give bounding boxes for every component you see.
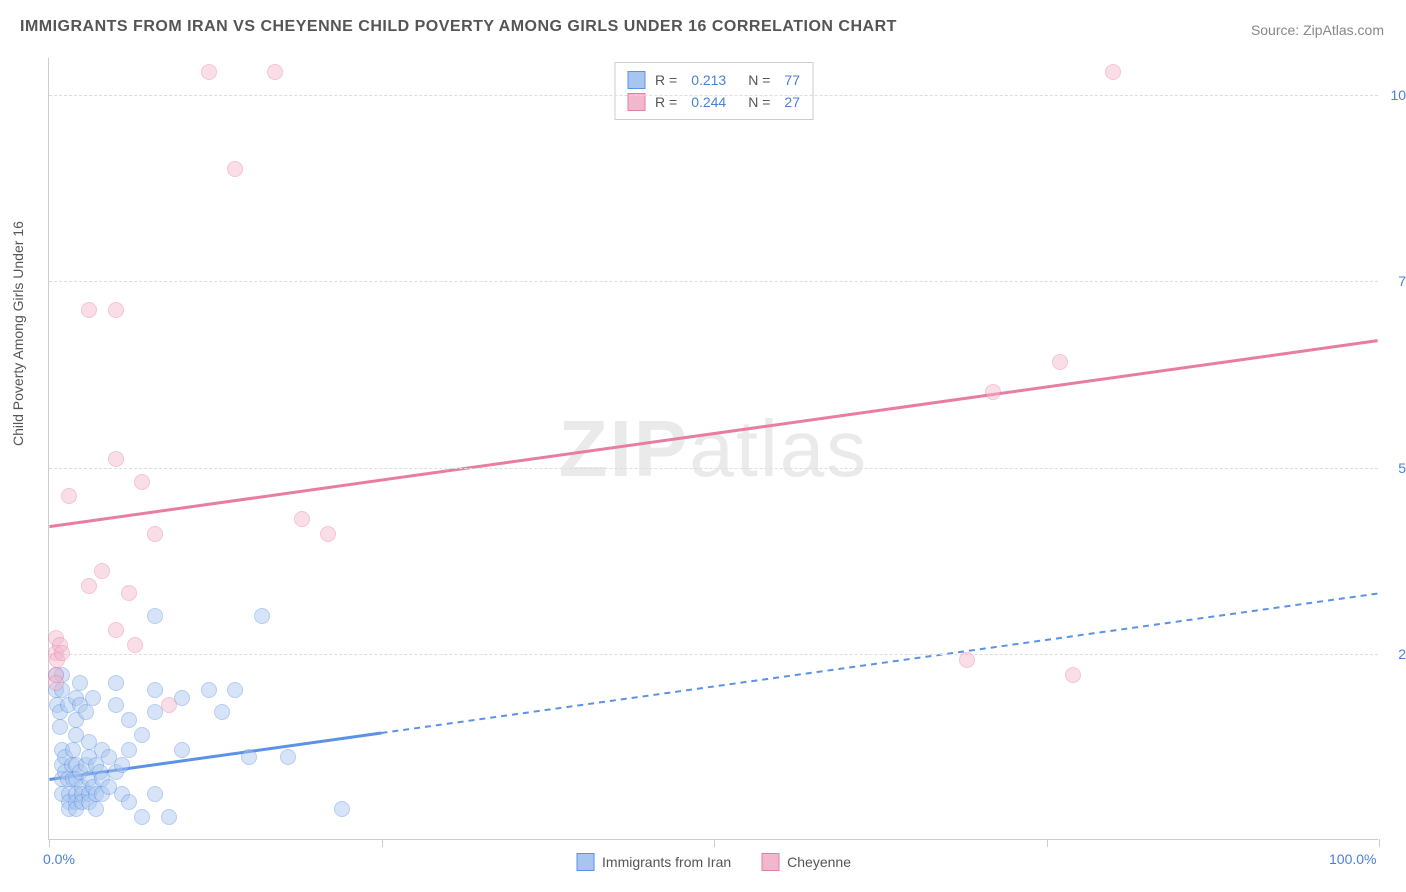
- legend-item-iran: Immigrants from Iran: [576, 853, 731, 871]
- scatter-point: [147, 786, 163, 802]
- scatter-point: [81, 578, 97, 594]
- scatter-point: [108, 451, 124, 467]
- scatter-point: [334, 801, 350, 817]
- r-label: R =: [655, 72, 677, 88]
- scatter-point: [985, 384, 1001, 400]
- scatter-point: [54, 645, 70, 661]
- scatter-point: [320, 526, 336, 542]
- scatter-point: [52, 719, 68, 735]
- plot-area: ZIPatlas R = 0.213 N = 77 R = 0.244 N = …: [48, 58, 1378, 840]
- scatter-point: [254, 608, 270, 624]
- y-tick-label: 25.0%: [1398, 646, 1406, 662]
- n-label: N =: [748, 94, 770, 110]
- scatter-point: [294, 511, 310, 527]
- scatter-point: [161, 697, 177, 713]
- n-value-1: 77: [784, 72, 800, 88]
- grid-line: [49, 468, 1378, 469]
- scatter-point: [1052, 354, 1068, 370]
- x-tick: [714, 839, 715, 847]
- legend-swatch-blue: [627, 71, 645, 89]
- scatter-point: [108, 697, 124, 713]
- x-tick-label: 100.0%: [1329, 851, 1376, 867]
- scatter-point: [267, 64, 283, 80]
- grid-line: [49, 95, 1378, 96]
- scatter-point: [108, 622, 124, 638]
- scatter-point: [147, 608, 163, 624]
- x-tick: [382, 839, 383, 847]
- scatter-point: [1105, 64, 1121, 80]
- trend-lines: [49, 58, 1378, 839]
- n-label: N =: [748, 72, 770, 88]
- source-attribution: Source: ZipAtlas.com: [1251, 22, 1384, 38]
- legend-swatch-pink: [761, 853, 779, 871]
- scatter-point: [280, 749, 296, 765]
- y-tick-label: 50.0%: [1398, 460, 1406, 476]
- scatter-point: [48, 675, 64, 691]
- series-legend: Immigrants from Iran Cheyenne: [576, 853, 851, 871]
- scatter-point: [85, 690, 101, 706]
- watermark: ZIPatlas: [559, 403, 868, 495]
- x-tick: [49, 839, 50, 847]
- scatter-point: [161, 809, 177, 825]
- watermark-light: atlas: [689, 404, 868, 493]
- scatter-point: [65, 742, 81, 758]
- y-tick-label: 75.0%: [1398, 273, 1406, 289]
- scatter-point: [121, 742, 137, 758]
- scatter-point: [72, 675, 88, 691]
- scatter-point: [78, 704, 94, 720]
- scatter-point: [108, 675, 124, 691]
- scatter-point: [201, 682, 217, 698]
- scatter-point: [227, 682, 243, 698]
- scatter-point: [174, 742, 190, 758]
- watermark-bold: ZIP: [559, 404, 689, 493]
- scatter-point: [214, 704, 230, 720]
- scatter-point: [134, 809, 150, 825]
- scatter-point: [108, 302, 124, 318]
- scatter-point: [147, 682, 163, 698]
- legend-row-series1: R = 0.213 N = 77: [627, 69, 800, 91]
- y-tick-label: 100.0%: [1391, 87, 1406, 103]
- scatter-point: [1065, 667, 1081, 683]
- scatter-point: [121, 794, 137, 810]
- scatter-point: [127, 637, 143, 653]
- legend-label: Immigrants from Iran: [602, 854, 731, 870]
- x-tick: [1047, 839, 1048, 847]
- scatter-point: [147, 526, 163, 542]
- grid-line: [49, 281, 1378, 282]
- correlation-legend: R = 0.213 N = 77 R = 0.244 N = 27: [614, 62, 813, 120]
- r-value-2: 0.244: [691, 94, 726, 110]
- chart-title: IMMIGRANTS FROM IRAN VS CHEYENNE CHILD P…: [20, 18, 897, 36]
- scatter-point: [959, 652, 975, 668]
- scatter-point: [227, 161, 243, 177]
- scatter-point: [201, 64, 217, 80]
- scatter-point: [94, 563, 110, 579]
- legend-label: Cheyenne: [787, 854, 851, 870]
- grid-line: [49, 654, 1378, 655]
- scatter-point: [114, 757, 130, 773]
- r-label: R =: [655, 94, 677, 110]
- y-axis-title: Child Poverty Among Girls Under 16: [10, 221, 26, 446]
- scatter-point: [88, 801, 104, 817]
- legend-swatch-blue: [576, 853, 594, 871]
- scatter-point: [121, 712, 137, 728]
- r-value-1: 0.213: [691, 72, 726, 88]
- x-tick-label: 0.0%: [43, 851, 75, 867]
- scatter-point: [241, 749, 257, 765]
- n-value-2: 27: [784, 94, 800, 110]
- legend-item-cheyenne: Cheyenne: [761, 853, 851, 871]
- scatter-point: [134, 727, 150, 743]
- scatter-point: [61, 488, 77, 504]
- scatter-point: [121, 585, 137, 601]
- scatter-point: [134, 474, 150, 490]
- scatter-point: [81, 302, 97, 318]
- x-tick: [1379, 839, 1380, 847]
